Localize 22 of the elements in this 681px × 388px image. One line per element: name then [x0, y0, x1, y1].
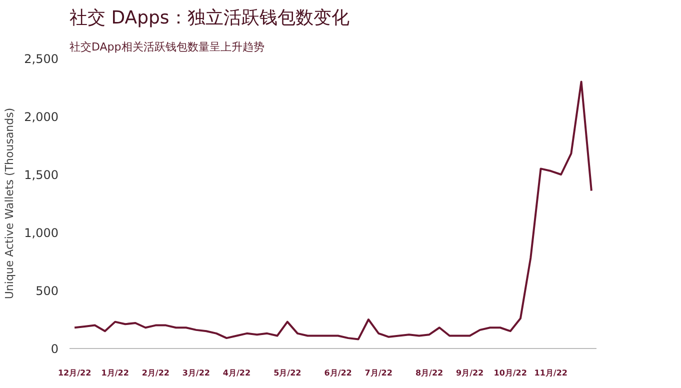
- line-series: [74, 80, 592, 340]
- x-tick-label: 1月/22: [101, 368, 129, 378]
- x-tick-label: 3月/22: [182, 368, 210, 378]
- x-tick-label: 12月/22: [58, 368, 92, 378]
- y-tick-label: 1,000: [24, 226, 59, 240]
- x-tick-label: 11月/22: [534, 368, 568, 378]
- x-tick-label: 6月/22: [324, 368, 352, 378]
- x-tick-label: 5月/22: [274, 368, 302, 378]
- x-tick-label: 10月/22: [494, 368, 527, 378]
- y-tick-label: 2,500: [24, 52, 59, 66]
- y-axis-title: Unique Active Wallets (Thousands): [3, 108, 16, 300]
- chart-title: 社交 DApps：独立活跃钱包数变化: [70, 8, 350, 28]
- x-tick-label: 9月/22: [456, 368, 484, 378]
- x-tick-label: 4月/22: [222, 368, 251, 378]
- x-tick-label: 7月/22: [364, 368, 392, 378]
- x-tick-label: 8月/22: [415, 368, 444, 378]
- y-tick-label: 500: [36, 284, 58, 298]
- y-tick-label: 2,000: [24, 110, 59, 124]
- x-tick-label: 2月/22: [142, 368, 170, 378]
- y-tick-label: 0: [50, 342, 59, 356]
- chart-subtitle: 社交DApp相关活跃钱包数量呈上升趋势: [70, 40, 264, 54]
- y-tick-label: 1,500: [24, 168, 59, 182]
